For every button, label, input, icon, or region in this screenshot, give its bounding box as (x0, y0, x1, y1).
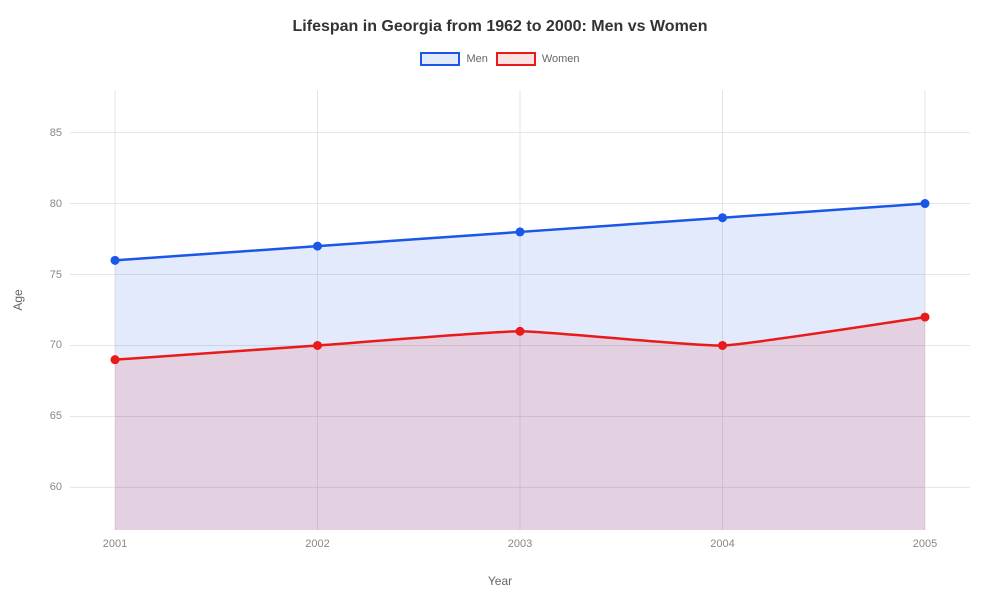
x-tick: 2004 (710, 538, 734, 550)
y-tick: 80 (50, 198, 62, 210)
x-axis-label: Year (0, 574, 1000, 588)
legend-swatch-men (420, 52, 460, 66)
y-axis-label: Age (11, 289, 25, 310)
y-tick: 75 (50, 269, 62, 281)
x-tick: 2005 (913, 538, 937, 550)
chart-title: Lifespan in Georgia from 1962 to 2000: M… (0, 18, 1000, 36)
x-tick: 2003 (508, 538, 532, 550)
chart-container: Lifespan in Georgia from 1962 to 2000: M… (0, 0, 1000, 600)
legend-item-men[interactable]: Men (420, 52, 487, 66)
x-tick: 2002 (305, 538, 329, 550)
y-tick: 65 (50, 410, 62, 422)
plot-svg (70, 90, 970, 530)
plot-area: 606570758085 20012002200320042005 (70, 90, 970, 530)
legend-item-women[interactable]: Women (496, 52, 580, 66)
y-tick: 70 (50, 339, 62, 351)
legend-swatch-women (496, 52, 536, 66)
legend-label-men: Men (466, 53, 487, 65)
y-tick: 85 (50, 127, 62, 139)
y-tick: 60 (50, 481, 62, 493)
legend-label-women: Women (542, 53, 580, 65)
x-tick: 2001 (103, 538, 127, 550)
legend: Men Women (0, 52, 1000, 66)
